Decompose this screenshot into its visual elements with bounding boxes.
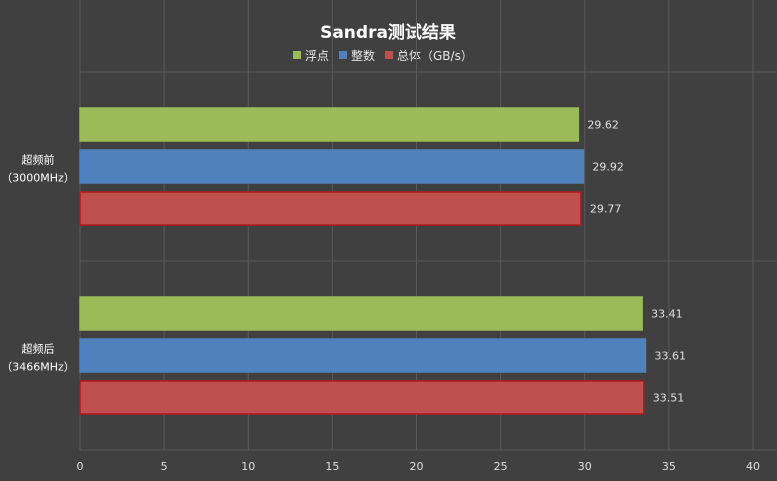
legend-item: 总体（GB/s） xyxy=(397,49,473,63)
category-label-sub: （3000MHz） xyxy=(1,172,75,185)
x-tick-label: 5 xyxy=(161,460,168,473)
x-tick-label: 35 xyxy=(662,460,676,473)
category-label: 超频后 xyxy=(22,342,55,356)
data-label: 29.92 xyxy=(592,161,624,174)
data-label: 29.77 xyxy=(590,203,622,216)
legend: 浮点 整数 总体（GB/s） xyxy=(293,48,473,63)
legend-item: 整数 xyxy=(351,48,375,63)
x-tick-label: 40 xyxy=(746,460,760,473)
bar xyxy=(79,149,585,184)
ticks: 0 5 10 15 20 25 30 35 40 xyxy=(77,460,761,473)
bar xyxy=(79,296,643,331)
bar xyxy=(79,191,582,226)
labels: 29.62 29.92 29.77 超频前 （3000MHz） 33.41 33.61 33.… xyxy=(1,119,686,405)
legend-swatch xyxy=(385,51,393,59)
data-label: 33.61 xyxy=(654,350,686,363)
legend-swatch xyxy=(339,51,347,59)
data-label: 29.62 xyxy=(587,119,619,132)
x-tick-label: 20 xyxy=(410,460,424,473)
bar xyxy=(79,380,645,415)
data-label: 33.41 xyxy=(651,308,683,321)
legend-swatch xyxy=(293,51,301,59)
legend-item: 浮点 xyxy=(305,49,329,63)
category-label-sub: （3466MHz） xyxy=(1,361,75,374)
bar xyxy=(79,107,580,142)
x-tick-label: 0 xyxy=(77,460,84,473)
x-tick-label: 15 xyxy=(325,460,339,473)
x-tick-label: 30 xyxy=(578,460,592,473)
bars xyxy=(79,107,647,415)
x-tick-label: 10 xyxy=(241,460,255,473)
category-label: 超频前 xyxy=(22,153,55,167)
data-label: 33.51 xyxy=(653,392,685,405)
chart-title: Sandra测试结果 xyxy=(320,22,456,43)
x-tick-label: 25 xyxy=(494,460,508,473)
bar xyxy=(79,338,647,373)
